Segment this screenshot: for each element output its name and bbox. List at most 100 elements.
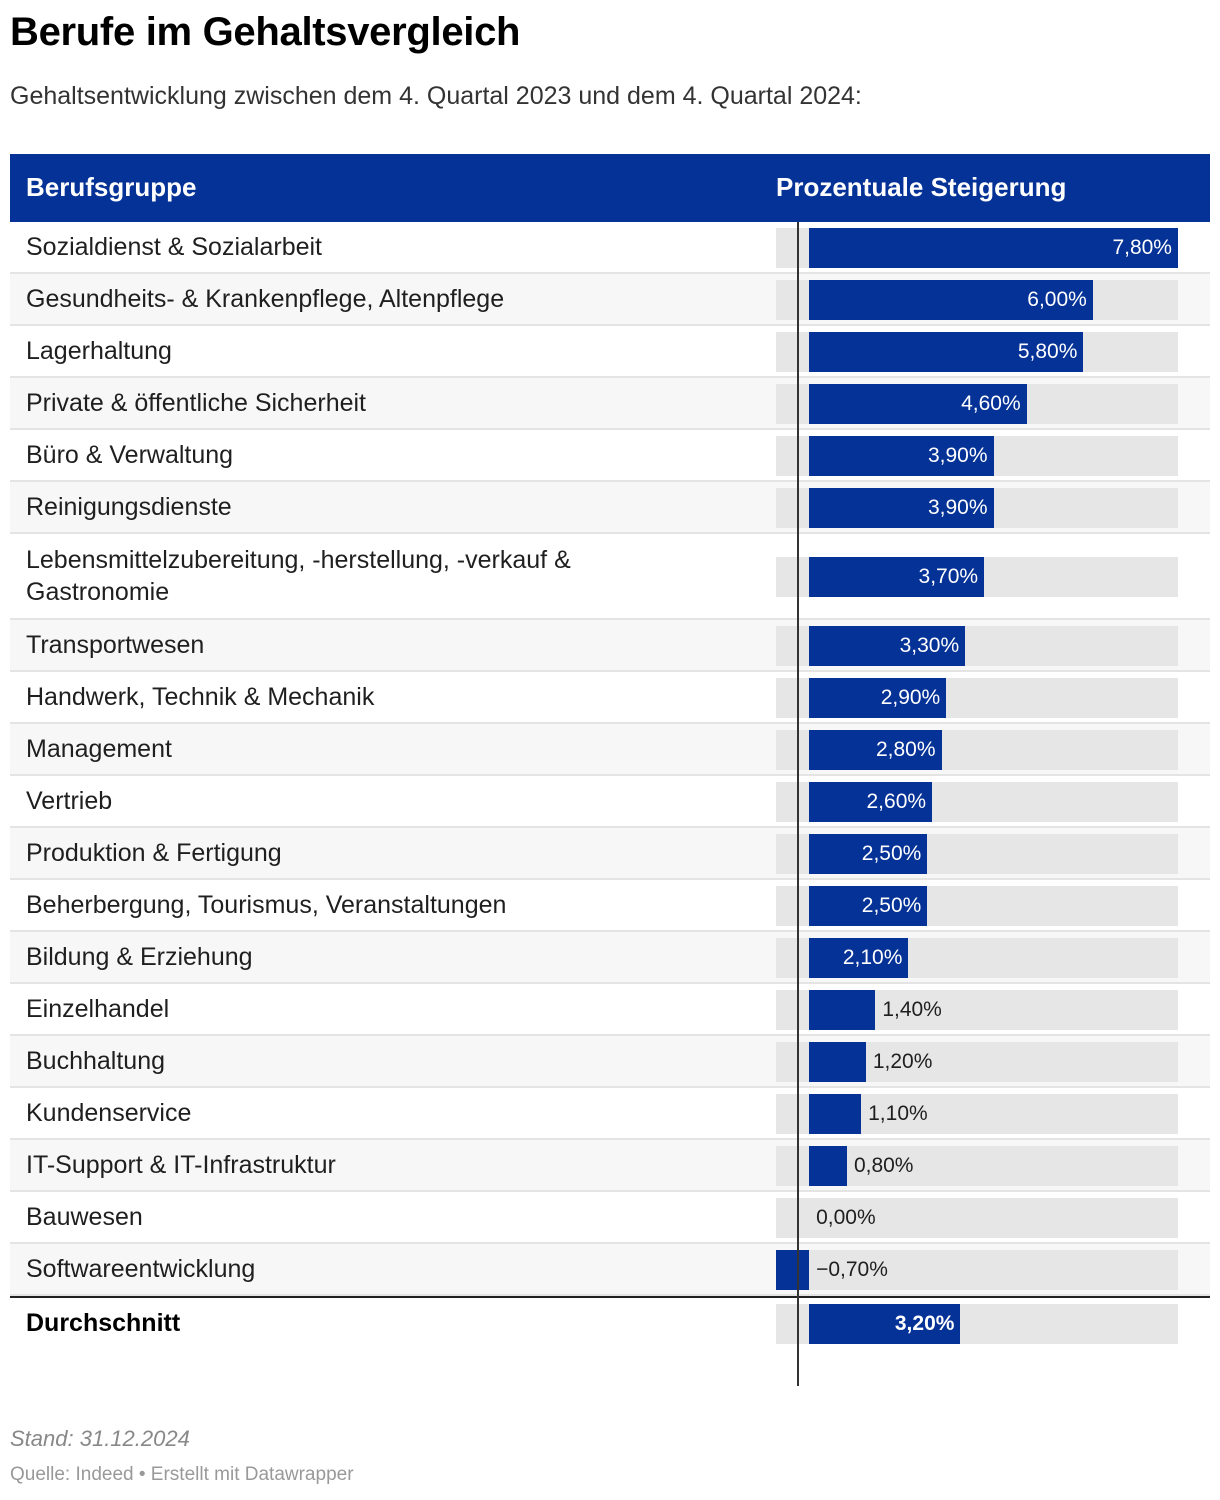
bar-value-label: 1,20% <box>872 1050 933 1073</box>
row-category-label: IT-Support & IT-Infrastruktur <box>26 1151 336 1179</box>
bar-track: 1,20% <box>776 1042 1178 1082</box>
bar-track: 3,90% <box>776 436 1178 476</box>
bar-value-label: 1,10% <box>868 1102 928 1125</box>
bar-value-label: 7,80% <box>1112 236 1172 259</box>
table-body: Sozialdienst & Sozialarbeit 7,80% Gesundhe… <box>10 222 1210 1348</box>
row-category-label: Lagerhaltung <box>26 337 172 365</box>
bar-value-label: 0,00% <box>816 1206 876 1229</box>
row-category-label: Einzelhandel <box>26 995 170 1023</box>
table-row: Beherbergung, Tourismus, Veranstaltungen… <box>10 880 1210 932</box>
row-category-label: Bauwesen <box>26 1203 143 1231</box>
bar <box>809 1042 866 1082</box>
table-row-average: Durchschnitt 3,20% <box>10 1296 1210 1348</box>
bar-track: 7,80% <box>776 228 1178 268</box>
table-row: Softwareentwicklung −0,70% <box>10 1244 1210 1296</box>
bar-value-label: 1,40% <box>882 998 942 1021</box>
bar-track: 2,50% <box>776 834 1178 874</box>
bar <box>809 228 1178 268</box>
table-row: Handwerk, Technik & Mechanik 2,90% <box>10 672 1210 724</box>
bar-value-label: 3,90% <box>927 496 988 519</box>
table-row: IT-Support & IT-Infrastruktur 0,80% <box>10 1140 1210 1192</box>
bar-value-label: 3,70% <box>918 565 979 588</box>
bar <box>809 678 947 718</box>
bar-track: −0,70% <box>776 1250 1178 1290</box>
bar-value-label: 6,00% <box>1027 288 1087 311</box>
table-row: Lebensmittelzubereitung, -herstellung, -… <box>10 534 1210 620</box>
bar-track: 1,10% <box>776 1094 1178 1134</box>
bar-track: 2,10% <box>776 938 1178 978</box>
row-category-label: Produktion & Fertigung <box>26 839 282 867</box>
bar-value-label: 3,20% <box>894 1312 955 1335</box>
bar-track: 2,50% <box>776 886 1178 926</box>
row-category-label: Handwerk, Technik & Mechanik <box>26 683 375 711</box>
table-row: Buchhaltung 1,20% <box>10 1036 1210 1088</box>
row-category-label: Bildung & Erziehung <box>26 943 253 971</box>
row-category-label: Buchhaltung <box>26 1047 166 1075</box>
bar <box>809 1304 961 1344</box>
chart-title: Berufe im Gehaltsvergleich <box>10 10 521 54</box>
bar-value-label: 2,50% <box>861 894 922 917</box>
source-note: Quelle: Indeed • Erstellt mit Datawrappe… <box>10 1464 354 1485</box>
row-category-label: Reinigungsdienste <box>26 493 232 521</box>
table-header: Berufsgruppe Prozentuale Steigerung <box>10 154 1210 222</box>
table-row: Private & öffentliche Sicherheit 4,60% <box>10 378 1210 430</box>
bar <box>809 384 1027 424</box>
bar <box>776 1250 810 1290</box>
bar <box>809 834 928 874</box>
row-category-label: Management <box>26 735 172 763</box>
table-row: Bildung & Erziehung 2,10% <box>10 932 1210 984</box>
table-row: Vertrieb 2,60% <box>10 776 1210 828</box>
bar-track: 3,90% <box>776 488 1178 528</box>
bar-track: 2,60% <box>776 782 1178 822</box>
bar-value-label: 4,60% <box>961 392 1021 415</box>
table-row: Gesundheits- & Krankenpflege, Altenpfleg… <box>10 274 1210 326</box>
bar-value-label: 5,80% <box>1017 340 1078 363</box>
bar-value-label: 2,10% <box>842 946 903 969</box>
table-row: Lagerhaltung 5,80% <box>10 326 1210 378</box>
bar-value-label: 2,60% <box>866 790 927 813</box>
bar <box>809 886 928 926</box>
table-row: Sozialdienst & Sozialarbeit 7,80% <box>10 222 1210 274</box>
table-row: Bauwesen 0,00% <box>10 1192 1210 1244</box>
bar-track: 1,40% <box>776 990 1178 1030</box>
row-category-label: Beherbergung, Tourismus, Veranstaltungen <box>26 891 507 919</box>
row-category-label: Sozialdienst & Sozialarbeit <box>26 233 322 261</box>
zero-axis-line <box>797 222 799 1386</box>
column-header-value: Prozentuale Steigerung <box>776 172 1067 202</box>
bar <box>809 938 909 978</box>
row-category-label: Vertrieb <box>26 787 113 815</box>
data-table: Berufsgruppe Prozentuale Steigerung Sozi… <box>10 154 1210 1348</box>
bar-track: 3,20% <box>776 1304 1178 1344</box>
table-row: Einzelhandel 1,40% <box>10 984 1210 1036</box>
row-category-label: Private & öffentliche Sicherheit <box>26 389 367 417</box>
bar <box>809 730 942 770</box>
bar <box>809 782 933 822</box>
bar-value-label: 3,30% <box>899 634 960 657</box>
table-row: Kundenservice 1,10% <box>10 1088 1210 1140</box>
bar-track: 2,90% <box>776 678 1178 718</box>
table-row: Reinigungsdienste 3,90% <box>10 482 1210 534</box>
bar <box>809 488 994 528</box>
bar-track: 2,80% <box>776 730 1178 770</box>
bar <box>809 332 1084 372</box>
bar-track: 3,70% <box>776 557 1178 597</box>
bar-value-label: 3,90% <box>927 444 988 467</box>
row-category-label: Kundenservice <box>26 1099 192 1127</box>
bar-value-label: 2,50% <box>861 842 922 865</box>
bar <box>809 990 876 1030</box>
row-category-label: Lebensmittelzubereitung, -herstellung, -… <box>26 546 571 606</box>
row-category-label: Gesundheits- & Krankenpflege, Altenpfleg… <box>26 285 505 313</box>
bar-value-label: −0,70% <box>816 1258 888 1281</box>
table-row: Management 2,80% <box>10 724 1210 776</box>
row-category-label: Durchschnitt <box>26 1309 181 1337</box>
bar-value-label: 0,80% <box>853 1154 914 1177</box>
table-row: Transportwesen 3,30% <box>10 620 1210 672</box>
bar-track: 4,60% <box>776 384 1178 424</box>
column-header-category: Berufsgruppe <box>26 172 197 202</box>
bar-value-label: 2,80% <box>875 738 936 761</box>
bar-track: 0,00% <box>776 1198 1178 1238</box>
table-row: Produktion & Fertigung 2,50% <box>10 828 1210 880</box>
bar <box>809 626 966 666</box>
bar <box>809 557 985 597</box>
bar <box>809 1094 862 1134</box>
